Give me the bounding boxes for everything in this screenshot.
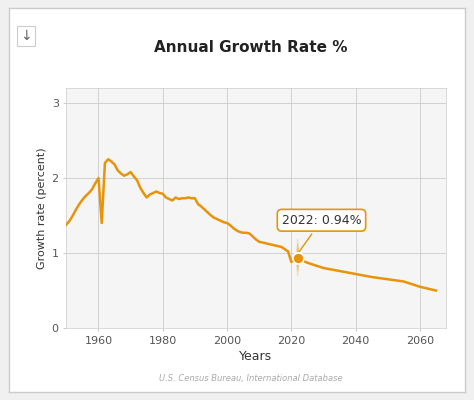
Circle shape xyxy=(297,248,298,266)
Circle shape xyxy=(297,244,298,271)
Circle shape xyxy=(297,239,299,276)
Y-axis label: Growth rate (percent): Growth rate (percent) xyxy=(37,147,47,269)
Text: U.S. Census Bureau, International Database: U.S. Census Bureau, International Databa… xyxy=(159,374,343,382)
Text: 2022: 0.94%: 2022: 0.94% xyxy=(282,214,361,252)
X-axis label: Years: Years xyxy=(239,350,273,363)
Text: ↓: ↓ xyxy=(20,29,32,43)
Text: Annual Growth Rate %: Annual Growth Rate % xyxy=(155,40,348,56)
